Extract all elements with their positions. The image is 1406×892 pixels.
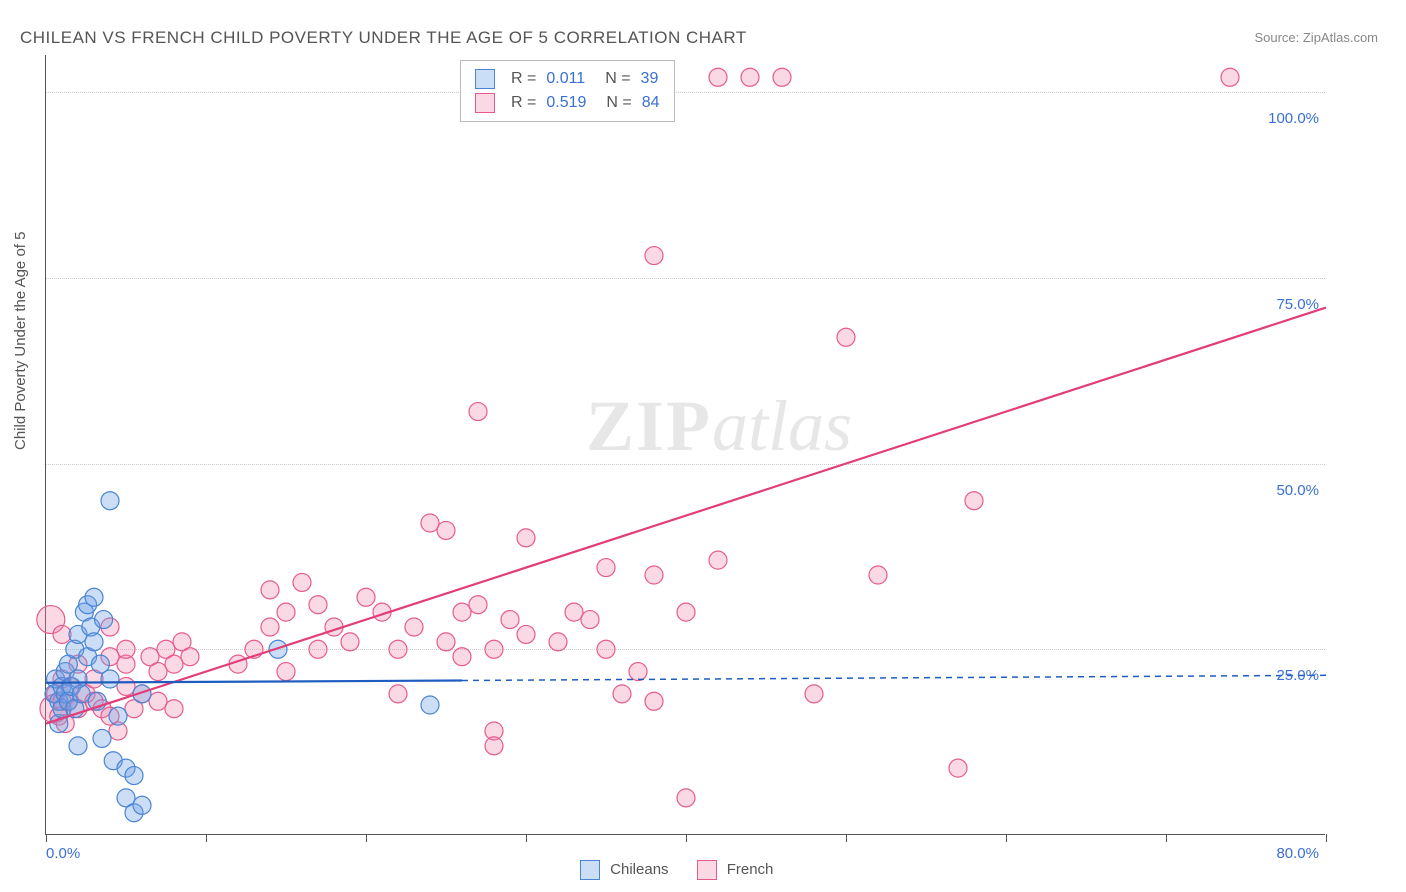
- n-value-french: 84: [642, 94, 660, 112]
- n-value-chileans: 39: [641, 70, 659, 88]
- x-tick-label: 80.0%: [1276, 845, 1319, 862]
- r-value-french: 0.519: [546, 94, 586, 112]
- swatch-chileans-icon: [475, 69, 495, 89]
- legend-item-french: French: [697, 860, 774, 880]
- stats-legend-row-french: R = 0.519 N = 84: [475, 91, 660, 115]
- series-legend: Chileans French: [580, 860, 773, 880]
- y-tick-label: 50.0%: [1276, 482, 1319, 499]
- stats-legend-row-chileans: R = 0.011 N = 39: [475, 67, 660, 91]
- y-tick-label: 100.0%: [1268, 110, 1319, 127]
- swatch-french-icon: [697, 860, 717, 880]
- chart-title: CHILEAN VS FRENCH CHILD POVERTY UNDER TH…: [20, 28, 747, 48]
- scatter-plot-svg: [46, 55, 1325, 834]
- y-axis-label: Child Poverty Under the Age of 5: [12, 232, 29, 450]
- stats-legend: R = 0.011 N = 39 R = 0.519 N = 84: [460, 60, 675, 122]
- y-tick-label: 75.0%: [1276, 296, 1319, 313]
- y-tick-label: 25.0%: [1276, 667, 1319, 684]
- plot-area: ZIPatlas 25.0%50.0%75.0%100.0%0.0%80.0%: [45, 55, 1325, 835]
- swatch-french-icon: [475, 93, 495, 113]
- x-tick-label: 0.0%: [46, 845, 80, 862]
- swatch-chileans-icon: [580, 860, 600, 880]
- legend-item-chileans: Chileans: [580, 860, 669, 880]
- r-value-chileans: 0.011: [546, 70, 585, 88]
- source-label: Source: ZipAtlas.com: [1254, 30, 1378, 45]
